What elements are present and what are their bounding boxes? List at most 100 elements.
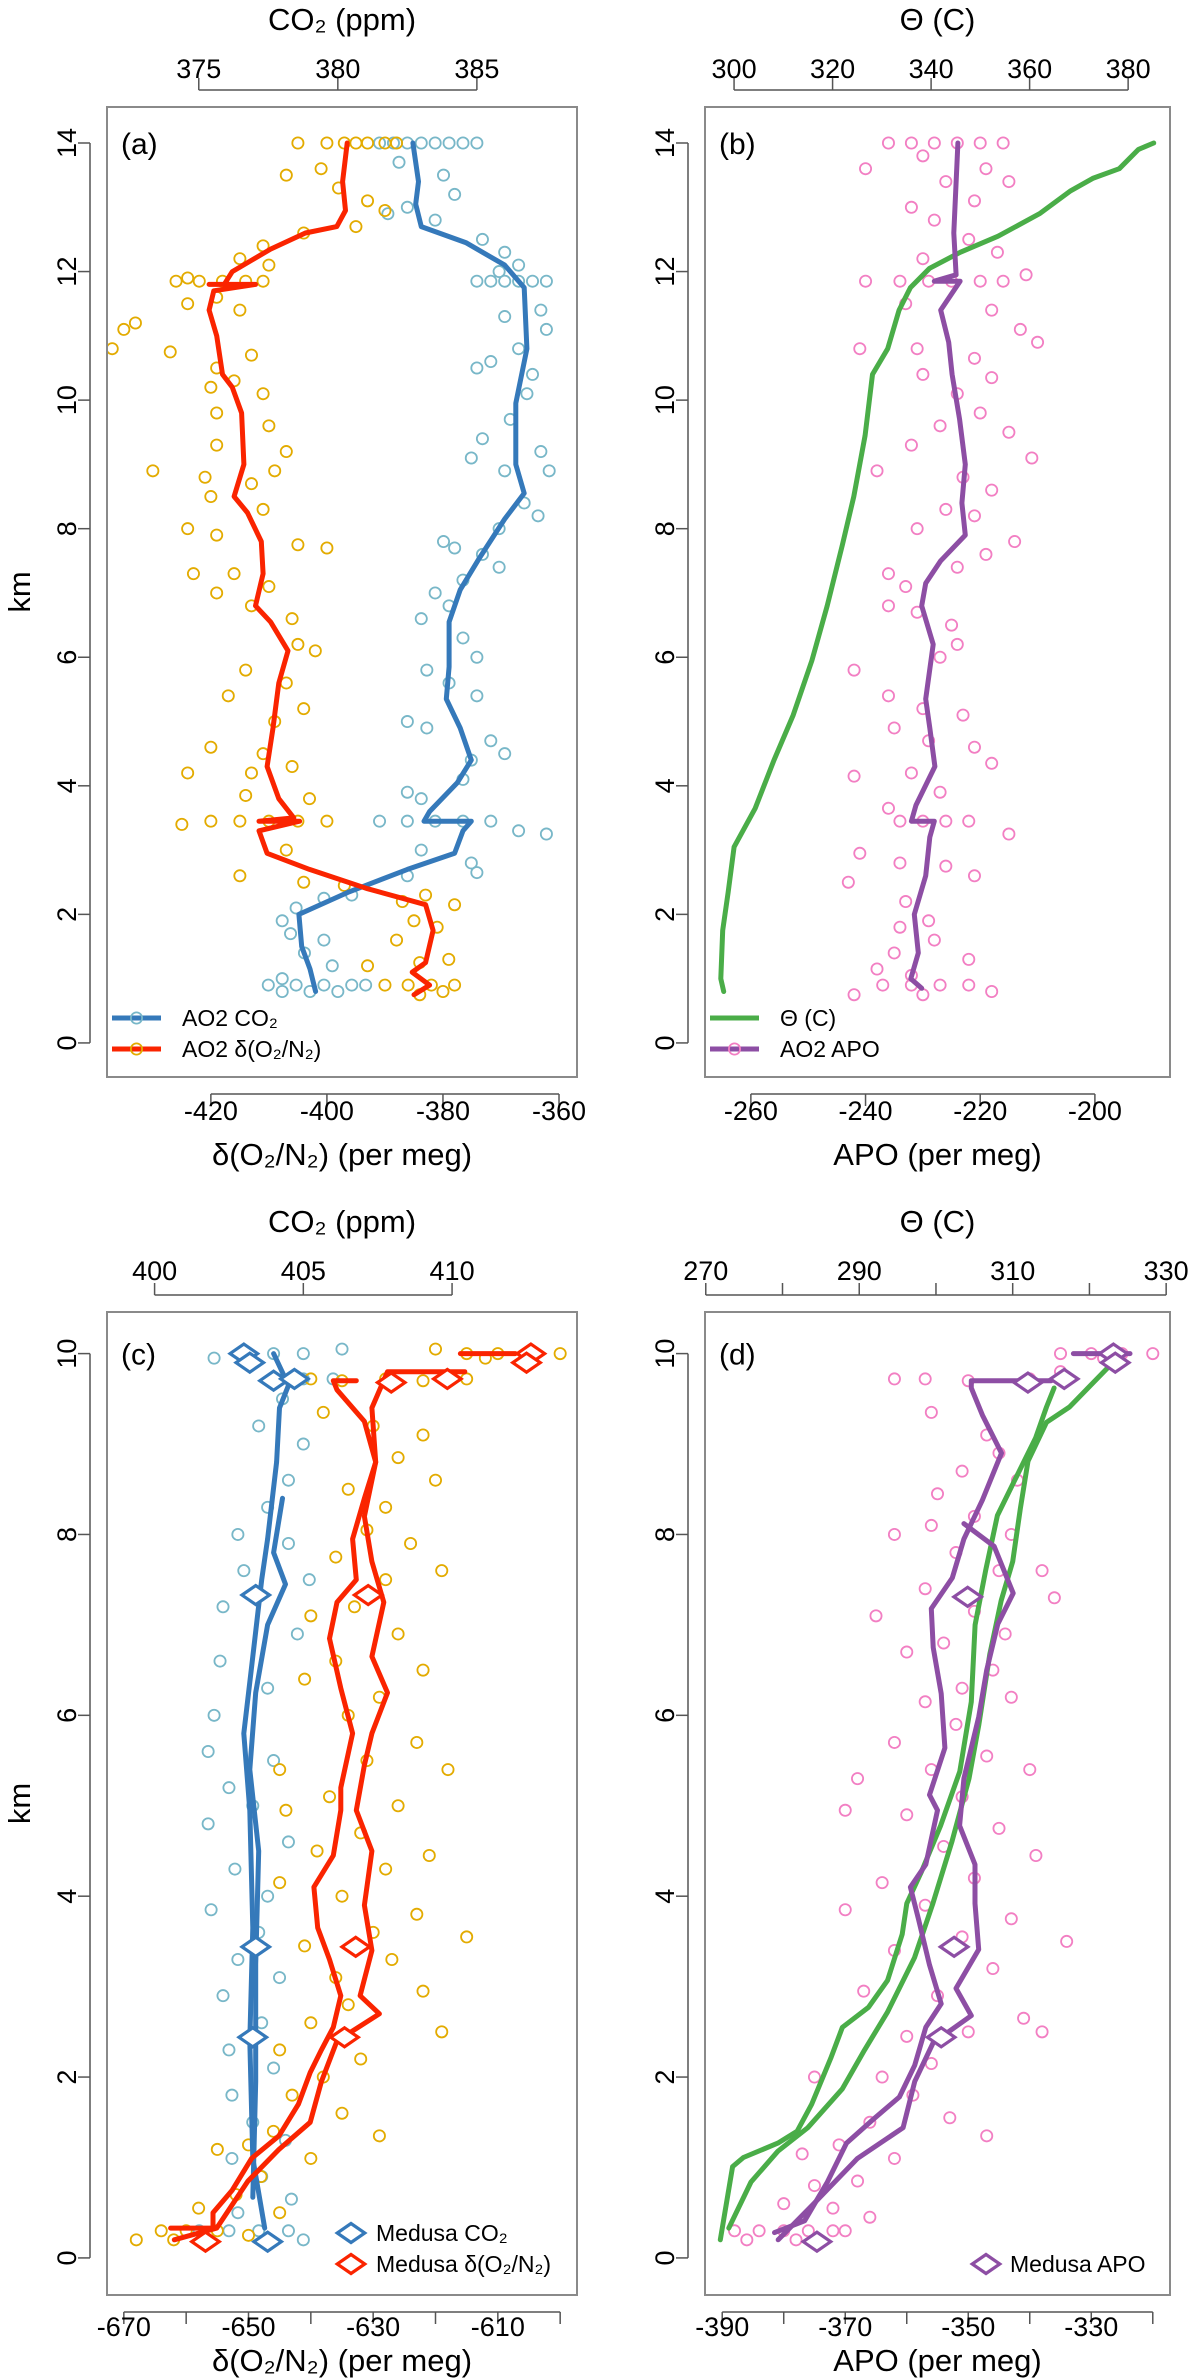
y-tick-label: 6 — [52, 650, 82, 665]
data-point — [950, 637, 964, 651]
data-point — [291, 538, 305, 552]
data-point — [881, 801, 895, 815]
data-point — [838, 1903, 852, 1917]
y-tick-label: 2 — [52, 907, 82, 922]
data-point — [943, 2111, 957, 2125]
data-point — [475, 232, 489, 246]
data-point — [1017, 2011, 1031, 2025]
data-point — [317, 933, 331, 947]
y-tick-label: 6 — [650, 650, 680, 665]
data-point — [210, 528, 224, 542]
data-point — [933, 785, 947, 799]
data-point — [279, 843, 293, 857]
data-point — [390, 933, 404, 947]
y-tick-label: 6 — [650, 1708, 680, 1723]
data-point — [1013, 322, 1027, 336]
top-tick-label: 410 — [430, 1256, 475, 1286]
data-point — [927, 213, 941, 227]
data-point — [990, 245, 1004, 259]
data-point — [216, 1989, 230, 2003]
diamond-marker — [188, 2230, 223, 2254]
data-point — [316, 1405, 330, 1419]
data-point — [181, 522, 195, 536]
data-point — [967, 509, 981, 523]
top-tick-label: 330 — [1144, 1256, 1189, 1286]
data-point — [980, 2129, 994, 2143]
data-point — [876, 978, 890, 992]
data-point — [961, 2025, 975, 2039]
series--c-profile-1 — [717, 1385, 1057, 2243]
data-point — [980, 1749, 994, 1763]
data-point — [904, 438, 918, 452]
data-point — [385, 1952, 399, 1966]
data-point — [244, 348, 258, 362]
data-point — [996, 274, 1010, 288]
data-point — [1047, 1591, 1061, 1605]
diamond-marker — [236, 2025, 270, 2049]
data-point — [484, 734, 498, 748]
panel-a: 0 2 4 6 8 10 12 14 km -420 -400 -380 -360 δ(O₂/N₂) (p… — [2, 2, 586, 1172]
data-point — [290, 1627, 304, 1641]
bottom-tick-label: -200 — [1068, 1096, 1122, 1126]
data-point — [345, 978, 359, 992]
data-point — [962, 232, 976, 246]
data-point — [308, 644, 322, 658]
y-tick-label: 10 — [650, 1339, 680, 1369]
y-tick-label: 0 — [52, 1035, 82, 1050]
data-point — [335, 1342, 349, 1356]
data-point — [296, 1347, 310, 1361]
data-point — [256, 274, 270, 288]
data-point — [893, 274, 907, 288]
data-point — [916, 252, 930, 266]
data-point — [314, 162, 328, 176]
data-point — [225, 2088, 239, 2102]
data-point — [795, 2147, 809, 2161]
series-ao2-apo-profile-1- — [772, 1378, 1054, 2236]
y-tick-label: 2 — [650, 907, 680, 922]
legend-label: Medusa CO₂ — [376, 2220, 508, 2246]
data-point — [261, 1681, 275, 1695]
data-point — [279, 1803, 293, 1817]
bottom-tick-label: -350 — [941, 2312, 995, 2342]
bottom-tick-label: -400 — [300, 1096, 354, 1126]
data-point — [1031, 335, 1045, 349]
legend: AO2 CO₂ AO2 δ(O₂/N₂) — [112, 1005, 321, 1062]
data-point — [986, 1962, 1000, 1976]
data-point — [296, 1437, 310, 1451]
y-tick-label: 8 — [650, 521, 680, 536]
data-point — [323, 1790, 337, 1804]
data-point — [204, 1903, 218, 1917]
data-point — [899, 580, 913, 594]
data-point — [887, 2151, 901, 2165]
data-point — [498, 747, 512, 761]
data-point — [448, 898, 462, 912]
data-point — [838, 2224, 852, 2238]
data-point — [373, 814, 387, 828]
data-point — [904, 766, 918, 780]
data-point — [881, 567, 895, 581]
data-point — [285, 612, 299, 626]
data-point — [807, 2179, 821, 2193]
panel-label: (d) — [719, 1339, 756, 1372]
data-point — [239, 663, 253, 677]
data-point — [498, 464, 512, 478]
data-point — [996, 136, 1010, 150]
data-point — [520, 387, 534, 401]
top-tick-label: 270 — [683, 1256, 728, 1286]
data-point — [181, 766, 195, 780]
data-point — [875, 1876, 889, 1890]
data-point — [210, 406, 224, 420]
data-point — [973, 136, 987, 150]
data-point — [414, 792, 428, 806]
data-point — [404, 1537, 418, 1551]
data-point — [416, 1663, 430, 1677]
data-point — [284, 2192, 298, 2206]
data-point — [512, 258, 526, 272]
data-point — [962, 952, 976, 966]
data-point — [910, 522, 924, 536]
y-tick-label: 0 — [52, 2250, 82, 2265]
data-point — [128, 316, 142, 330]
data-point — [400, 814, 414, 828]
diamond-marker — [339, 1935, 373, 1959]
